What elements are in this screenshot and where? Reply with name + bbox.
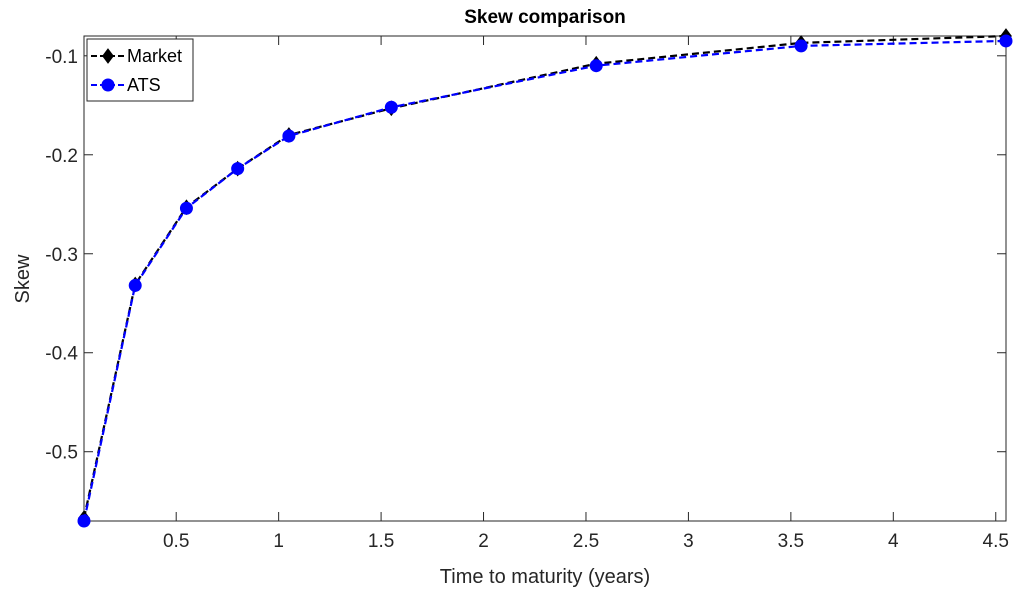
data-point-ats xyxy=(384,100,398,114)
y-axis-label: Skew xyxy=(12,254,34,303)
series-ats xyxy=(77,34,1013,528)
x-axis-label: Time to maturity (years) xyxy=(440,566,650,588)
legend-marker xyxy=(101,78,115,92)
legend-item-ats: ATS xyxy=(91,75,161,95)
legend-marker xyxy=(102,48,114,64)
data-point-ats xyxy=(589,59,603,73)
y-tick-label: -0.1 xyxy=(45,47,78,68)
legend-item-market: Market xyxy=(91,46,182,66)
legend-label: Market xyxy=(127,46,182,66)
x-tick-label: 4.5 xyxy=(983,531,1009,552)
legend-label: ATS xyxy=(127,75,161,95)
x-tick-label: 3.5 xyxy=(778,531,804,552)
x-tick-label: 0.5 xyxy=(163,531,189,552)
x-tick-label: 1 xyxy=(273,531,284,552)
series-layer xyxy=(77,28,1013,528)
x-tick-label: 4 xyxy=(888,531,899,552)
y-tick-label: -0.3 xyxy=(45,245,78,266)
legend-box xyxy=(86,38,194,102)
chart-title: Skew comparison xyxy=(464,7,626,28)
y-tick-label: -0.5 xyxy=(45,443,78,464)
x-tick-label: 2 xyxy=(478,531,489,552)
data-point-ats xyxy=(231,162,245,176)
y-tick-label: -0.2 xyxy=(45,146,78,167)
x-tick-label: 1.5 xyxy=(368,531,394,552)
data-point-ats xyxy=(999,34,1013,48)
x-tick-label: 2.5 xyxy=(573,531,599,552)
data-point-ats xyxy=(128,278,142,292)
y-tick-label: -0.4 xyxy=(45,344,78,365)
y-axis: -0.5 -0.4 -0.3 -0.2 -0.1 xyxy=(45,47,1006,464)
data-point-ats xyxy=(77,514,91,528)
plot-area-frame xyxy=(83,35,1007,522)
data-point-ats xyxy=(282,129,296,143)
x-axis: 0.5 1 1.5 2 2.5 3 3.5 4 4.5 xyxy=(163,36,1009,552)
data-point-ats xyxy=(179,201,193,215)
data-point-ats xyxy=(794,39,808,53)
legend: Market ATS xyxy=(86,38,194,102)
x-tick-label: 3 xyxy=(683,531,694,552)
